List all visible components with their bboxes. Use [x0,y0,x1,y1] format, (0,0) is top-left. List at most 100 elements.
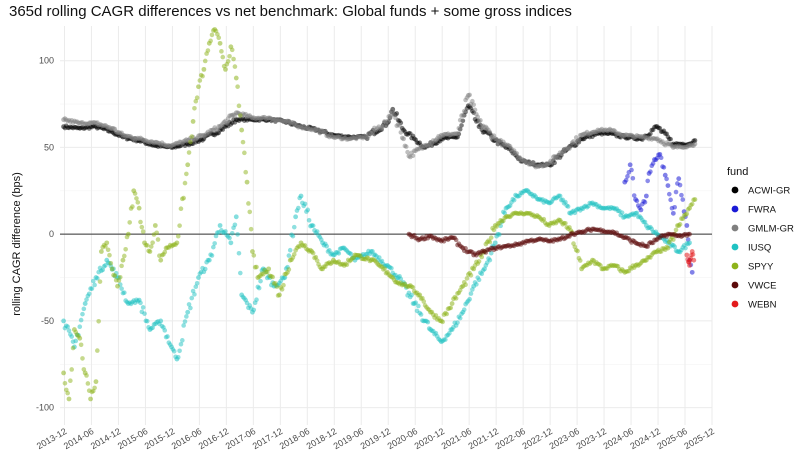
data-point [472,107,478,113]
legend-label: IUSQ [748,243,771,254]
data-point [92,282,97,288]
data-point [642,199,648,205]
data-point [192,292,197,297]
data-point [563,220,568,226]
data-point [282,275,288,280]
data-point [192,105,197,111]
data-point [449,301,455,306]
data-point [251,253,257,258]
data-point [61,318,66,324]
data-point [627,162,633,168]
data-point [208,38,213,44]
legend-swatch [731,205,739,213]
data-point [185,309,191,315]
data-point [152,223,158,228]
legend-title: fund [727,166,748,178]
data-point [185,162,191,168]
data-point [286,267,292,272]
data-point [244,179,250,185]
x-axis-ticks: 2013-122014-062014-122015-062015-122016-… [35,426,716,451]
data-point [189,134,195,139]
data-point [425,319,431,325]
data-point [410,153,416,159]
x-tick-label: 2019-12 [359,426,393,451]
data-point [186,302,192,307]
data-point [455,131,460,136]
data-point [470,98,475,104]
data-point [181,195,186,201]
data-point [127,220,132,225]
data-point [211,244,216,250]
x-tick-label: 2018-06 [278,426,312,451]
data-point [421,299,427,304]
data-point [148,244,154,249]
legend-label: WEBN [748,300,777,311]
data-point [440,319,445,325]
x-tick-label: 2018-12 [305,426,339,451]
data-point [162,249,168,255]
data-point [196,84,201,90]
data-point [677,182,683,188]
legend-label: SPYY [748,262,774,273]
data-point [274,284,280,289]
data-point [93,379,99,385]
data-point [130,204,135,209]
data-point [286,253,292,258]
data-point [487,257,493,263]
data-point [258,278,263,284]
data-point [683,245,688,251]
data-point [138,300,143,306]
data-point [290,233,296,239]
data-point [638,207,644,213]
legend-label: FWRA [748,205,777,216]
data-point [398,130,404,135]
data-point [563,199,568,205]
series-webn [684,249,697,268]
data-point [479,254,485,260]
data-point [549,160,555,165]
x-tick-label: 2017-06 [224,426,258,451]
data-point [314,258,320,263]
data-point [463,282,468,287]
data-point [336,251,342,256]
data-point [692,138,698,143]
data-point [220,54,226,60]
data-point [223,66,228,72]
data-point [664,176,669,182]
series-acwi-gr [61,103,698,169]
data-point [417,292,423,298]
data-point [668,136,673,142]
data-point [78,317,84,323]
x-tick-label: 2023-12 [574,426,608,451]
data-point [648,131,653,137]
data-point [296,205,301,211]
data-point [692,197,698,202]
data-point [497,232,502,237]
data-point [672,244,677,250]
x-tick-label: 2020-12 [413,426,447,451]
data-point [144,243,150,248]
data-point [313,254,319,260]
data-point [488,235,494,240]
data-point [228,240,234,246]
data-point [86,291,92,297]
data-point [692,141,698,147]
data-point [194,95,200,101]
data-point [471,102,476,108]
data-point [416,303,421,309]
legend-swatch [731,243,739,251]
data-point [240,139,246,145]
data-point [634,210,640,216]
data-point [66,396,72,402]
data-point [557,193,563,199]
data-point [112,273,118,278]
data-point [575,248,580,254]
data-point [254,297,259,303]
data-point [162,328,168,333]
data-point [457,315,463,321]
data-point [188,305,193,311]
data-point [123,246,128,252]
data-point [201,66,207,72]
data-point [687,231,692,237]
data-point [631,193,637,198]
